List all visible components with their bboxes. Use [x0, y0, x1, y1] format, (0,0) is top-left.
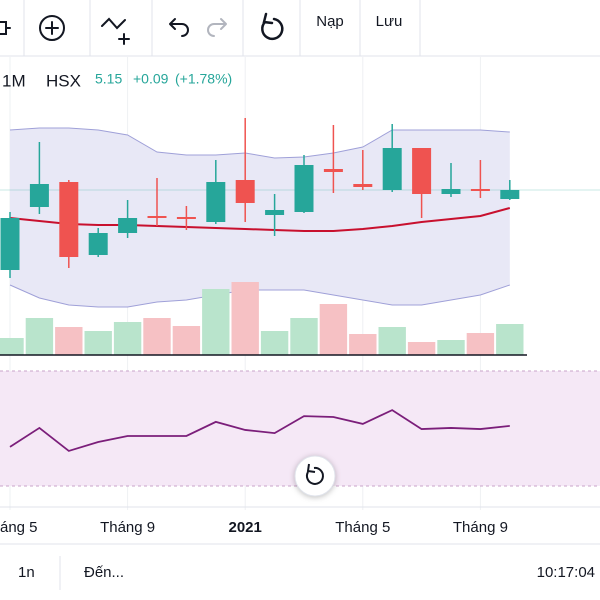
volume-bar	[0, 338, 24, 355]
volume-bar	[113, 322, 142, 355]
candle-body	[500, 190, 520, 199]
volume-bar	[349, 334, 377, 355]
volume-bar	[407, 342, 436, 355]
icon-indicator[interactable]	[101, 17, 130, 45]
candle-body	[265, 210, 285, 215]
reset-view-button[interactable]	[294, 455, 336, 497]
volume-bar	[437, 340, 465, 355]
ma-line	[9, 207, 511, 232]
range-button[interactable]: 1n	[18, 564, 35, 581]
candle-body	[147, 216, 167, 218]
exchange: HSX	[46, 71, 81, 90]
rsi-line	[9, 409, 510, 452]
volume-bar	[172, 326, 201, 355]
volume-bar	[260, 331, 289, 355]
volume-bar	[231, 282, 259, 355]
volume-bar	[290, 318, 318, 355]
toolbar-button[interactable]: Lưu	[376, 13, 403, 30]
candle-body	[235, 180, 255, 203]
price: 5.15	[95, 71, 122, 87]
x-tick-label: Tháng 5	[335, 519, 390, 536]
clock: 10:17:04	[537, 564, 595, 581]
volume-bar	[25, 318, 54, 355]
band-upper	[9, 127, 510, 159]
candle-body	[441, 189, 461, 194]
candle-body	[0, 218, 20, 270]
chart: Tháng 5 Tháng 9 2021 Tháng 5 Tháng 9	[0, 57, 600, 536]
candle-body	[470, 189, 490, 191]
x-tick-label: Tháng 9	[100, 519, 155, 536]
reset-icon	[305, 463, 324, 485]
x-tick-label: Tháng 9	[453, 519, 508, 536]
change: +0.09	[133, 71, 169, 87]
toolbar	[0, 0, 600, 57]
candle-body	[323, 169, 343, 172]
candle-body	[176, 217, 196, 219]
volume-bar	[378, 327, 406, 355]
change-pct: (+1.78%)	[175, 71, 232, 87]
reset-circle[interactable]	[294, 455, 336, 497]
candle-body	[206, 182, 226, 222]
icon-reset[interactable]	[261, 12, 284, 41]
candle-body	[382, 148, 402, 190]
volume-bar	[319, 304, 348, 355]
icon-partial[interactable]	[0, 21, 11, 35]
icon-redo[interactable]	[207, 18, 227, 37]
x-tick-label: Tháng 5	[0, 519, 38, 536]
volume-bar	[466, 333, 495, 355]
volume-bar	[496, 324, 524, 355]
candle-body	[59, 182, 79, 257]
candle-body	[412, 148, 432, 194]
candle-body	[88, 233, 108, 255]
interval: 1M	[2, 71, 26, 90]
candle-body	[353, 184, 373, 187]
band-area	[10, 128, 510, 307]
candle-body	[29, 184, 49, 207]
candle-body	[118, 218, 138, 233]
volume-bar	[55, 327, 83, 355]
x-tick-label: 2021	[229, 519, 262, 536]
volume-bar	[202, 289, 230, 355]
volume-bar	[84, 331, 112, 355]
icon-add-plus	[45, 21, 59, 35]
goto-button[interactable]: Đến...	[84, 564, 124, 581]
volume-bar	[143, 318, 171, 355]
band-lower	[9, 284, 510, 308]
toolbar-button[interactable]: Nạp	[316, 13, 344, 30]
icon-add[interactable]	[39, 15, 65, 41]
candle-body	[294, 165, 314, 212]
icon-undo[interactable]	[169, 18, 189, 37]
